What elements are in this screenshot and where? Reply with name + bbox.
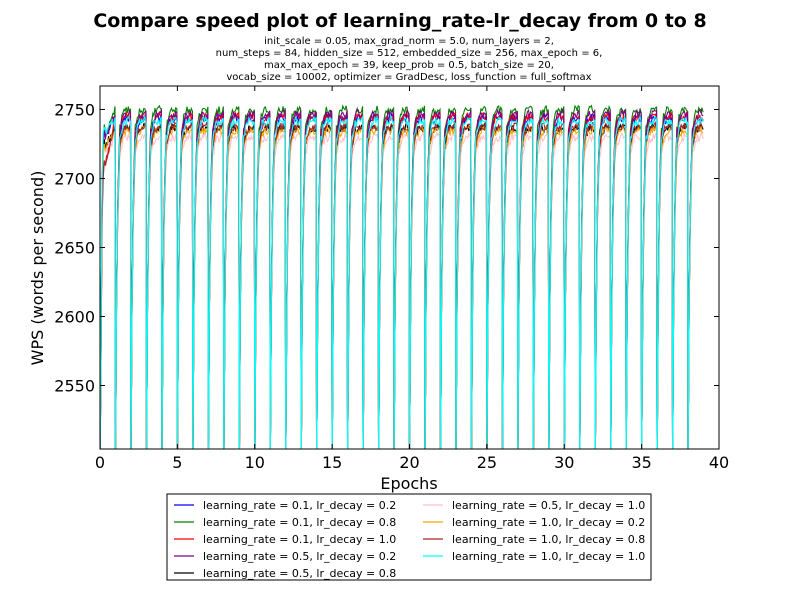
series-line: [100, 124, 704, 449]
y-tick-label: 2650: [54, 238, 95, 257]
subtitle-line-4: vocab_size = 10002, optimizer = GradDesc…: [226, 72, 591, 83]
x-tick-label: 30: [554, 453, 574, 472]
series-line: [100, 120, 704, 449]
y-tick-label: 2700: [54, 169, 95, 188]
legend: learning_rate = 0.1, lr_decay = 0.2 learn…: [166, 493, 652, 581]
x-tick-label: 20: [399, 453, 419, 472]
series-layer: [100, 104, 704, 449]
x-tick-label: 35: [631, 453, 651, 472]
series-line: [100, 112, 704, 449]
legend-entry: learning_rate = 1.0, lr_decay = 1.0: [452, 550, 645, 563]
series-line: [100, 110, 704, 449]
y-tick-label: 2600: [54, 307, 95, 326]
x-tick-label: 25: [477, 453, 497, 472]
y-axis-label: WPS (words per second): [28, 171, 47, 366]
series-line: [100, 121, 704, 449]
legend-entry: learning_rate = 0.5, lr_decay = 1.0: [452, 499, 645, 512]
legend-entry: learning_rate = 0.5, lr_decay = 0.2: [203, 550, 396, 563]
y-tick-label: 2550: [54, 377, 95, 396]
legend-entry: learning_rate = 0.5, lr_decay = 0.8: [203, 567, 396, 580]
chart-title: Compare speed plot of learning_rate-lr_d…: [93, 10, 706, 32]
y-axis-ticks: 2550 2600 2650 2700 2750: [54, 100, 719, 396]
y-tick-label: 2750: [54, 100, 95, 119]
x-tick-label: 0: [95, 453, 105, 472]
x-tick-label: 40: [709, 453, 729, 472]
x-axis-label: Epochs: [380, 474, 437, 493]
subtitle-line-2: num_steps = 84, hidden_size = 512, embed…: [216, 48, 603, 59]
series-line: [100, 131, 704, 449]
legend-entry: learning_rate = 1.0, lr_decay = 0.8: [452, 533, 645, 546]
series-line: [100, 108, 704, 449]
x-axis-ticks: 0 5 10 15 20 25 30 35 40: [95, 86, 729, 472]
legend-entry: learning_rate = 0.1, lr_decay = 0.8: [203, 516, 396, 529]
legend-entry: learning_rate = 0.1, lr_decay = 1.0: [203, 533, 396, 546]
legend-entry: learning_rate = 1.0, lr_decay = 0.2: [452, 516, 645, 529]
series-line: [100, 114, 704, 449]
x-tick-label: 15: [322, 453, 342, 472]
legend-box: [166, 493, 652, 581]
legend-entry: learning_rate = 0.1, lr_decay = 0.2: [203, 499, 396, 512]
subtitle-line-3: max_max_epoch = 39, keep_prob = 0.5, bat…: [264, 60, 554, 71]
chart-subtitle: init_scale = 0.05, max_grad_norm = 5.0, …: [216, 36, 603, 83]
series-line: [100, 104, 704, 449]
subtitle-line-1: init_scale = 0.05, max_grad_norm = 5.0, …: [264, 36, 554, 47]
x-tick-label: 10: [245, 453, 265, 472]
x-tick-label: 5: [172, 453, 182, 472]
